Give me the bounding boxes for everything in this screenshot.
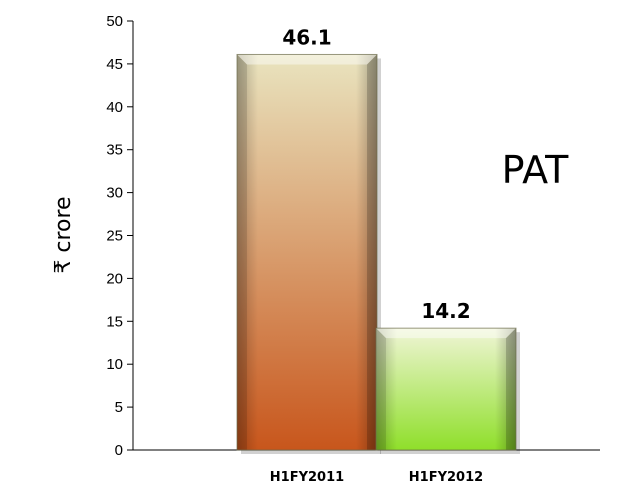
y-tick-label: 35 — [106, 142, 123, 159]
y-tick-label: 30 — [106, 185, 123, 202]
bar-bevel-right — [506, 328, 516, 450]
y-tick-label: 50 — [106, 13, 123, 30]
x-axis: H1FY2011 H1FY2012 — [133, 449, 600, 485]
bar-bevel-left — [376, 328, 386, 450]
data-labels: 46.1 14.2 — [282, 25, 470, 323]
y-tick-label: 20 — [106, 270, 123, 287]
bar-bevel-right — [367, 54, 377, 450]
bar-bevel-left — [237, 54, 247, 450]
y-tick-label: 40 — [106, 99, 123, 116]
category-label: H1FY2011 — [270, 470, 344, 485]
y-axis: 0 5 10 15 20 25 30 35 40 45 50 — [106, 13, 134, 459]
y-tick-label: 5 — [115, 399, 123, 416]
bar-bevel-top — [376, 328, 516, 339]
bar-shading — [237, 54, 377, 450]
bar-outline — [375, 327, 517, 451]
y-tick-label: 15 — [106, 313, 123, 330]
bar-h1fy2011 — [236, 53, 381, 454]
data-label: 14.2 — [421, 299, 470, 323]
data-label: 46.1 — [282, 25, 331, 49]
bar-h1fy2012 — [375, 327, 520, 454]
y-axis-label: ₹ crore — [51, 196, 76, 273]
y-tick-label: 10 — [106, 356, 123, 373]
bar-outline — [236, 53, 378, 451]
y-tick-label: 25 — [106, 228, 123, 245]
chart-title: PAT — [502, 148, 570, 192]
category-label: H1FY2012 — [409, 470, 483, 485]
y-tick-label: 0 — [115, 442, 123, 459]
y-tick-label: 45 — [106, 56, 123, 73]
bar-shading — [376, 328, 516, 450]
bar-bevel-top — [237, 54, 377, 65]
bars — [236, 53, 520, 454]
